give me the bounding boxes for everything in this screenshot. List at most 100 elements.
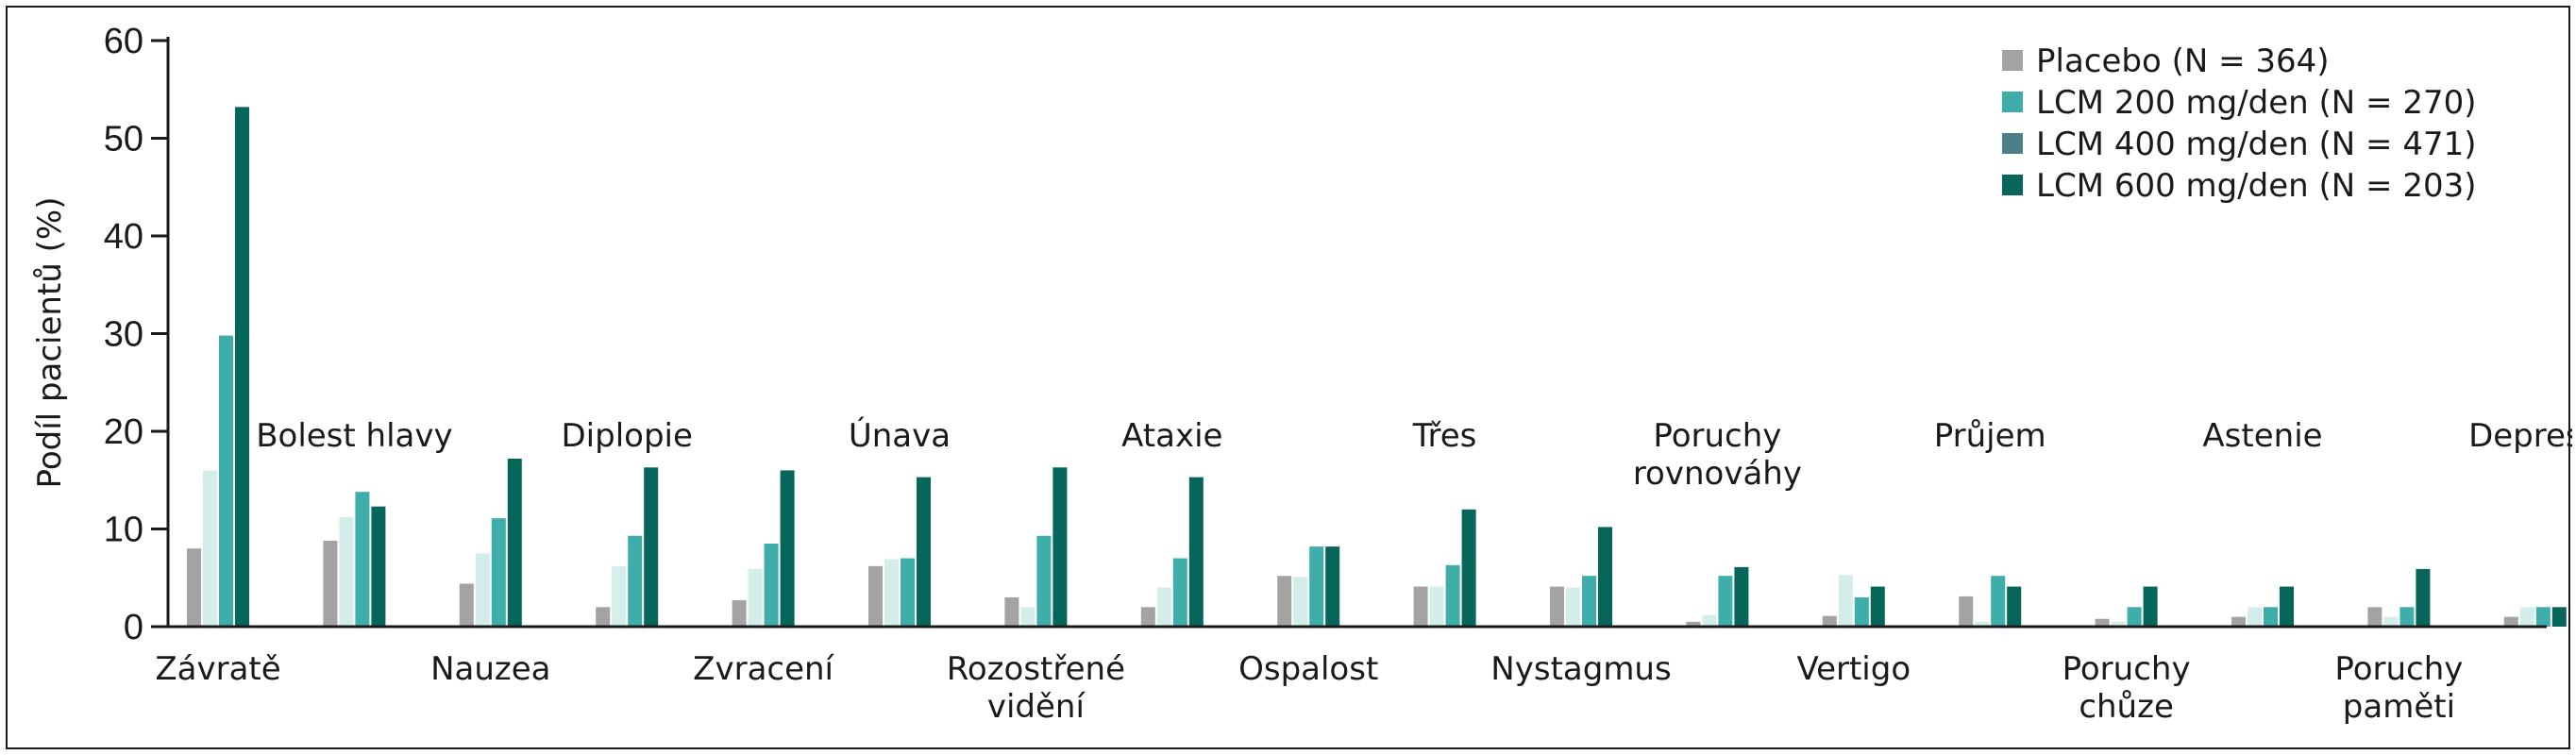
bar xyxy=(2231,616,2246,627)
axes-layer: 0 10 20 30 40 50 60 xyxy=(104,22,2547,647)
category-label: Rozostřené vidění xyxy=(947,650,1125,726)
bar xyxy=(339,517,354,627)
bar xyxy=(884,559,899,627)
category-label: Diplopie xyxy=(561,417,692,455)
bar xyxy=(459,583,474,627)
bar xyxy=(1991,576,2006,627)
legend-swatch xyxy=(2002,50,2023,71)
bar xyxy=(1413,586,1428,627)
bar xyxy=(1870,586,1885,627)
category-labels: Závratě Bolest hlavy Nauzea Diplopie Zvracen… xyxy=(155,416,2572,726)
bar xyxy=(1325,546,1340,627)
y-tick-label: 10 xyxy=(104,511,143,550)
bar xyxy=(2248,607,2262,627)
bar xyxy=(1582,576,1596,627)
bar xyxy=(1734,566,1749,627)
bar xyxy=(235,107,249,627)
bar xyxy=(1429,586,1444,627)
y-tick-label: 30 xyxy=(104,315,143,355)
category-label: Třes xyxy=(1412,417,1477,455)
bar xyxy=(1686,621,1701,627)
bar xyxy=(732,600,747,627)
y-tick-label: 20 xyxy=(104,412,143,452)
bar xyxy=(2503,616,2518,627)
legend-label: LCM 600 mg/den (N = 203) xyxy=(2036,167,2477,205)
bar xyxy=(1718,576,1733,627)
bar xyxy=(507,458,522,627)
y-tick-label: 40 xyxy=(104,217,143,257)
legend-swatch xyxy=(2002,133,2023,154)
legend-label: LCM 200 mg/den (N = 270) xyxy=(2036,84,2477,122)
bar xyxy=(2007,586,2022,627)
bar xyxy=(1598,527,1612,627)
bar xyxy=(1309,546,1324,627)
bar xyxy=(2519,607,2534,627)
bar xyxy=(612,565,627,627)
bar xyxy=(1188,477,1204,627)
bar xyxy=(2367,607,2382,627)
bar xyxy=(323,540,338,627)
category-label: Únava xyxy=(849,416,951,455)
y-tick-label: 50 xyxy=(104,120,143,159)
bar xyxy=(2095,618,2110,627)
category-label: Závratě xyxy=(155,650,280,688)
bar xyxy=(1020,607,1035,627)
bar xyxy=(1838,575,1853,627)
bar xyxy=(1004,596,1019,627)
bar xyxy=(1052,467,1068,627)
category-label: Nystagmus xyxy=(1490,650,1671,688)
bar xyxy=(1156,587,1171,627)
bar xyxy=(2280,586,2294,627)
bar xyxy=(475,553,490,627)
category-label: Bolest hlavy xyxy=(256,417,452,455)
bar xyxy=(2535,607,2551,627)
bar xyxy=(491,518,506,627)
y-axis-title: Podíl pacientů (%) xyxy=(31,197,69,489)
category-label: Průjem xyxy=(1934,417,2046,455)
bar xyxy=(868,565,883,627)
bar xyxy=(2551,607,2567,627)
bar xyxy=(1975,621,1990,627)
bar xyxy=(1550,586,1564,627)
bar xyxy=(748,568,763,627)
bar xyxy=(2416,568,2431,627)
bar xyxy=(1822,615,1837,627)
bar xyxy=(2399,607,2415,627)
category-label: Poruchy rovnováhy xyxy=(1633,417,1802,493)
bar xyxy=(2111,621,2126,627)
bar xyxy=(203,470,217,627)
category-label: Ospalost xyxy=(1238,650,1378,688)
bar xyxy=(371,506,386,627)
chart-frame: 0 10 20 30 40 50 60 Závratě Bolest hlavy Nauzea D… xyxy=(6,6,2572,749)
bar xyxy=(355,492,370,627)
legend-swatch xyxy=(2002,92,2023,112)
bar xyxy=(1140,607,1155,627)
category-label: Zvracení xyxy=(693,650,834,688)
bar-chart: 0 10 20 30 40 50 60 Závratě Bolest hlavy Nauzea D… xyxy=(31,22,2572,726)
bar xyxy=(2264,607,2278,627)
bar xyxy=(1461,509,1476,627)
category-label: Nauzea xyxy=(430,650,550,688)
bar xyxy=(1566,587,1580,627)
bar xyxy=(1854,596,1869,627)
bar xyxy=(1172,558,1187,627)
bar xyxy=(2383,616,2399,627)
bar xyxy=(1959,596,1974,627)
bar xyxy=(780,470,795,627)
bar xyxy=(1036,535,1052,627)
bar xyxy=(644,467,659,627)
bar xyxy=(917,477,931,627)
legend-swatch xyxy=(2002,175,2023,195)
legend-label: LCM 400 mg/den (N = 471) xyxy=(2036,126,2477,163)
bar xyxy=(2127,607,2142,627)
bar xyxy=(596,607,611,627)
bar xyxy=(219,335,233,627)
y-tick-label: 60 xyxy=(104,22,143,61)
bar xyxy=(901,558,915,627)
bar-layer xyxy=(187,107,2567,627)
legend: Placebo (N = 364) LCM 200 mg/den (N = 270… xyxy=(2002,42,2477,205)
category-label: Ataxie xyxy=(1121,417,1222,455)
bar xyxy=(1702,614,1717,627)
category-label: Vertigo xyxy=(1796,650,1911,688)
bar xyxy=(2143,586,2158,627)
